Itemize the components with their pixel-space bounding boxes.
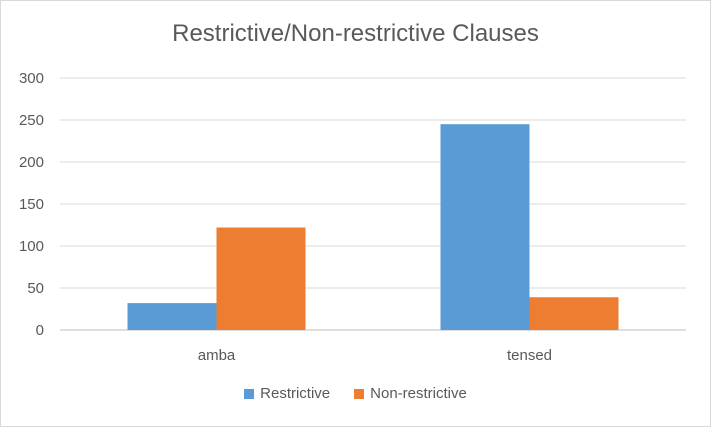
y-tick-label: 100 xyxy=(19,238,44,255)
chart-title: Restrictive/Non-restrictive Clauses xyxy=(172,20,539,47)
y-tick-label: 150 xyxy=(19,196,44,213)
legend-swatch-restrictive xyxy=(244,388,255,399)
bar-restrictive-amba xyxy=(127,303,217,330)
legend: Restrictive Non-restrictive xyxy=(0,385,711,402)
legend-label-non-restrictive: Non-restrictive xyxy=(370,385,467,402)
legend-item-non-restrictive: Non-restrictive xyxy=(354,385,467,402)
bar-non-restrictive-amba xyxy=(216,227,306,330)
legend-label-restrictive: Restrictive xyxy=(260,385,331,402)
y-tick-label: 300 xyxy=(19,70,44,87)
legend-item-restrictive: Restrictive xyxy=(244,385,330,402)
bar-restrictive-tensed xyxy=(440,124,530,330)
y-tick-label: 0 xyxy=(36,322,44,339)
x-tick-label: amba xyxy=(198,347,236,364)
y-tick-label: 250 xyxy=(19,112,44,129)
legend-swatch-non-restrictive xyxy=(354,388,365,399)
y-tick-label: 50 xyxy=(27,280,44,297)
x-tick-label: tensed xyxy=(507,347,552,364)
y-tick-label: 200 xyxy=(19,154,44,171)
bar-non-restrictive-tensed xyxy=(529,297,619,330)
